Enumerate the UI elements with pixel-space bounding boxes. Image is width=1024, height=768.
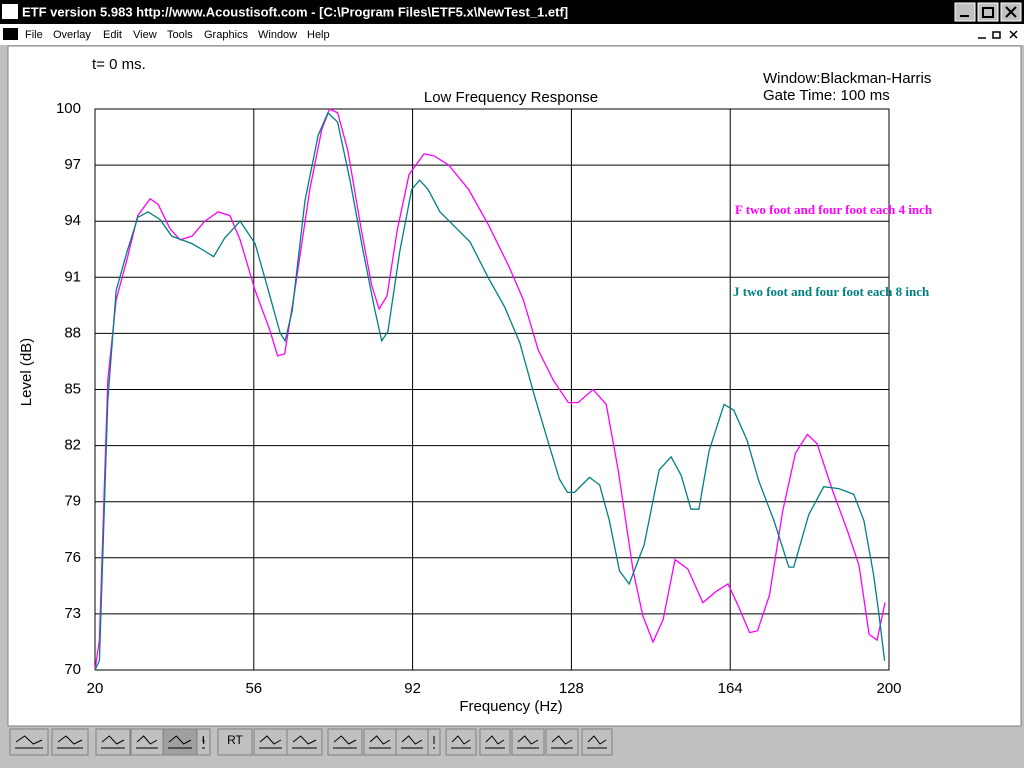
menu-item[interactable]: Window: [258, 29, 297, 41]
toolbar-icon: [517, 735, 539, 749]
legend-entry: J two foot and four foot each 8 inch: [733, 284, 930, 299]
toolbar-button[interactable]: [445, 728, 477, 756]
toolbar-icon: [433, 736, 435, 749]
toolbar-icon: [551, 735, 573, 749]
plot-frame: [94, 108, 890, 671]
toolbar-button[interactable]: [286, 728, 323, 756]
toolbar-button[interactable]: [253, 728, 288, 756]
toolbar-icon: [451, 735, 471, 749]
annotation: Gate Time: 100 ms: [763, 87, 890, 104]
menu-item[interactable]: File: [25, 29, 43, 41]
child-window-buttons[interactable]: [978, 30, 1018, 39]
y-tick-label: 97: [64, 156, 81, 173]
menu-item[interactable]: Graphics: [204, 29, 249, 41]
x-axis-label: Frequency (Hz): [459, 698, 562, 715]
toolbar: RT: [9, 728, 613, 756]
y-tick-label: 100: [56, 100, 81, 117]
y-tick-label: 70: [64, 661, 81, 678]
toolbar-button[interactable]: [130, 728, 164, 756]
menu-item[interactable]: View: [133, 29, 157, 41]
toolbar-icon: [202, 735, 205, 749]
y-tick-label: 79: [64, 493, 81, 510]
chart-title: Low Frequency Response: [424, 89, 598, 106]
toolbar-button[interactable]: [545, 728, 579, 756]
toolbar-button[interactable]: [479, 728, 511, 756]
y-tick-label: 73: [64, 605, 81, 622]
y-tick-label: 88: [64, 324, 81, 341]
y-tick-label: 82: [64, 437, 81, 454]
annotation: Window:Blackman-Harris: [763, 70, 931, 87]
toolbar-button[interactable]: [363, 728, 397, 756]
window-title: ETF version 5.983 http://www.Acoustisoft…: [22, 4, 568, 19]
x-tick-label: 164: [718, 680, 743, 697]
series-line: [94, 108, 886, 671]
toolbar-button[interactable]: [95, 728, 131, 756]
doc-icon: [3, 28, 18, 40]
toolbar-button[interactable]: [217, 728, 253, 756]
app-icon: [2, 4, 18, 19]
y-tick-label: 85: [64, 380, 81, 397]
toolbar-icon: [168, 735, 192, 749]
x-tick-label: 92: [404, 680, 421, 697]
toolbar-icon: [333, 735, 357, 749]
y-tick-label: 91: [64, 268, 81, 285]
menu-item[interactable]: Overlay: [53, 29, 91, 41]
toolbar-icon: [57, 735, 83, 749]
annotation: t= 0 ms.: [92, 56, 146, 73]
toolbar-icon: [587, 735, 607, 749]
toolbar-button[interactable]: [51, 728, 89, 756]
minimize-button[interactable]: [954, 2, 976, 22]
toolbar-button[interactable]: [395, 728, 429, 756]
y-axis-label: Level (dB): [18, 338, 35, 406]
menu-item[interactable]: Tools: [167, 29, 193, 41]
toolbar-button[interactable]: [9, 728, 49, 756]
x-tick-label: 20: [87, 680, 104, 697]
toolbar-icon: [136, 735, 158, 749]
y-tick-label: 76: [64, 549, 81, 566]
toolbar-label: RT: [227, 733, 243, 747]
toolbar-icon: [101, 735, 125, 749]
toolbar-button[interactable]: [511, 728, 545, 756]
toolbar-button[interactable]: [581, 728, 613, 756]
x-tick-label: 128: [559, 680, 584, 697]
toolbar-icon: [259, 735, 282, 749]
menu-items: File Overlay Edit View Tools Graphics Window He…: [25, 29, 330, 41]
menu-bar: [0, 24, 1024, 45]
toolbar-icon: [369, 735, 391, 749]
window-button-icons: [960, 6, 1017, 18]
chart-panel: [7, 45, 1022, 727]
x-tick-label: 200: [876, 680, 901, 697]
title-bar: [0, 0, 1024, 24]
legend-entry: F two foot and four foot each 4 inch: [735, 202, 933, 217]
toolbar-icon: [15, 735, 43, 749]
menu-item[interactable]: Help: [307, 29, 330, 41]
toolbar-icon: [485, 735, 505, 749]
y-tick-label: 94: [64, 212, 81, 229]
maximize-button[interactable]: [977, 2, 999, 22]
menu-item[interactable]: Edit: [103, 29, 122, 41]
x-tick-label: 56: [245, 680, 262, 697]
toolbar-button[interactable]: [327, 728, 363, 756]
toolbar-button[interactable]: [162, 728, 198, 756]
chart: 70 73 76 79 82 85 88 91 94 97 100 20 56 92 128 164 200 Lo…: [18, 56, 933, 715]
series-line: [94, 111, 886, 671]
toolbar-icon: [292, 735, 317, 749]
toolbar-icon: [401, 735, 423, 749]
